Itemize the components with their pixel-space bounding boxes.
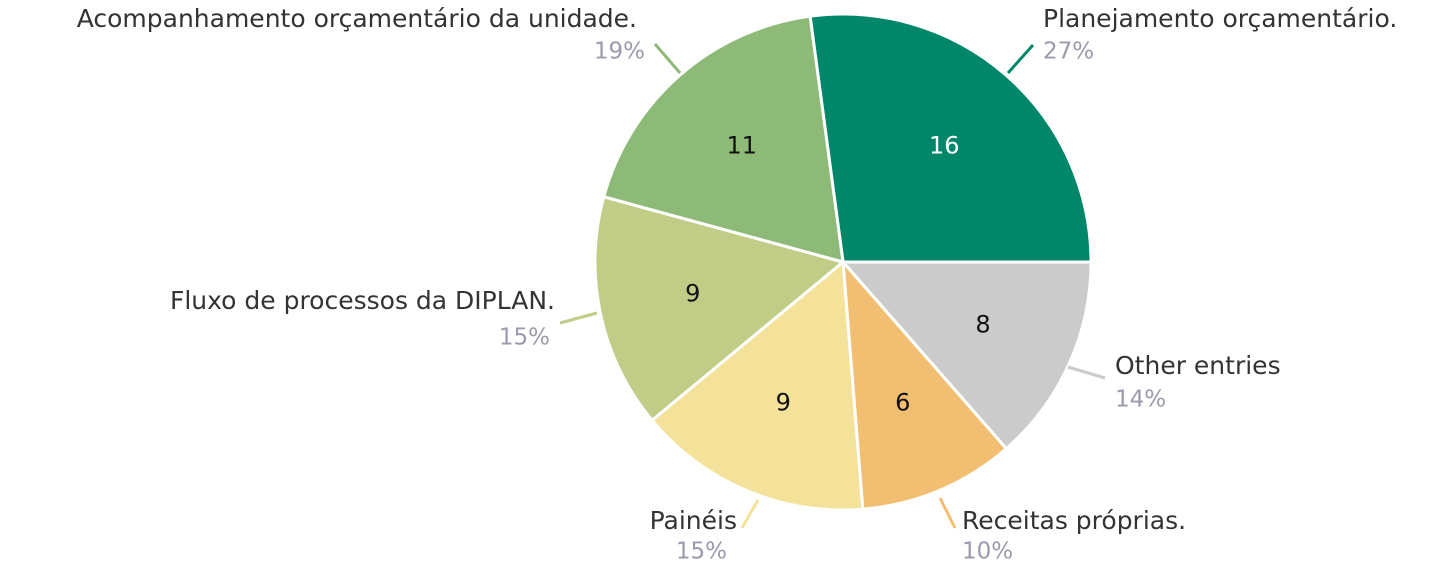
pie-slice [839, 260, 1093, 451]
slice-name-label: Acompanhamento orçamentário da unidade. [77, 4, 637, 33]
slice-percent-label: 15% [499, 325, 550, 351]
slice-name-label: Other entries [1115, 351, 1281, 380]
leader-line [1067, 365, 1106, 380]
slice-percent-label: 14% [1115, 387, 1166, 413]
slice-percent-label: 19% [594, 39, 645, 65]
slice-percent-label: 10% [962, 539, 1013, 565]
slice-name-label: Painéis [650, 506, 737, 535]
pie-slice [601, 14, 845, 265]
slice-value-label: 11 [726, 131, 757, 159]
slice-value-label: 8 [975, 311, 990, 339]
slice-value-label: 16 [929, 131, 960, 159]
leader-line [653, 43, 682, 74]
slice-name-label: Fluxo de processos da DIPLAN. [170, 286, 555, 315]
pie-slice [593, 194, 847, 423]
slice-percent-label: 15% [676, 539, 727, 565]
leader-line [938, 497, 957, 529]
pie-slice [808, 12, 1093, 264]
slice-value-label: 9 [776, 389, 791, 417]
pie-slice [841, 257, 1009, 511]
slice-percent-label: 27% [1043, 39, 1094, 65]
slice-name-label: Planejamento orçamentário. [1043, 4, 1397, 33]
leader-line [559, 311, 598, 325]
slice-value-label: 9 [685, 280, 700, 308]
slice-name-label: Receitas próprias. [962, 506, 1186, 535]
slice-value-label: 6 [895, 389, 910, 417]
leader-line [740, 499, 760, 529]
leader-line [1006, 44, 1035, 74]
pie-slice [649, 259, 865, 512]
